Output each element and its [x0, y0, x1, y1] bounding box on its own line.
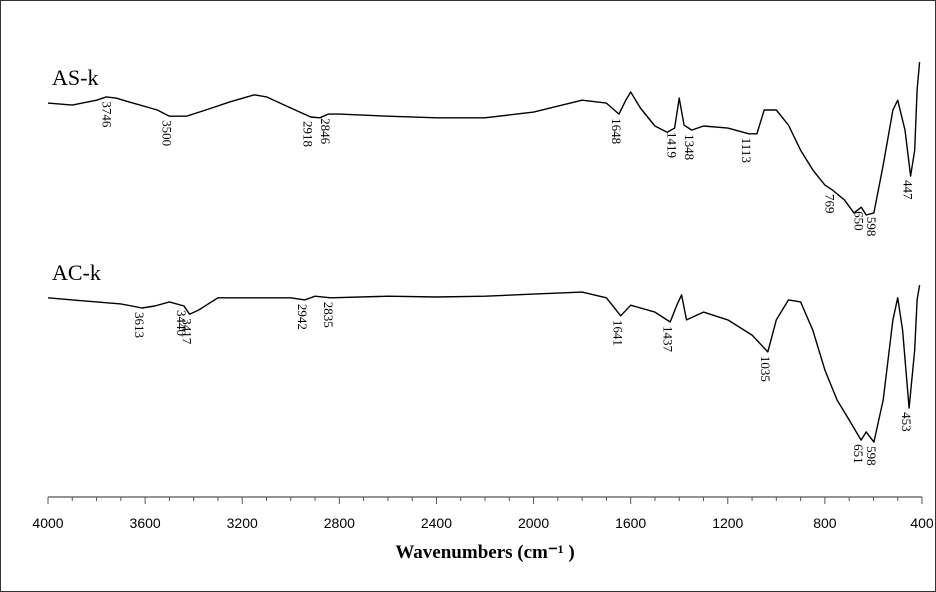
peak-label: 1641 — [611, 320, 626, 346]
spectrum-line — [47, 284, 921, 443]
peak-label: 651 — [851, 444, 866, 464]
peak-label: 769 — [822, 194, 837, 214]
peak-label: 598 — [864, 217, 879, 237]
peak-label: 1113 — [739, 138, 754, 163]
peak-label: 650 — [851, 211, 866, 231]
x-tick-label: 2400 — [421, 515, 452, 531]
x-tick-label: 800 — [813, 515, 837, 531]
peak-label: 3417 — [180, 318, 195, 345]
series-label: AS-k — [52, 65, 98, 90]
peak-label: 2918 — [301, 121, 316, 147]
x-tick-label: 1600 — [615, 515, 646, 531]
peak-label: 2846 — [318, 118, 333, 144]
series-label: AC-k — [52, 260, 101, 285]
x-tick-label: 2800 — [324, 515, 355, 531]
x-tick-label: 3600 — [130, 515, 161, 531]
peak-label: 3440 — [174, 310, 189, 336]
peak-label: 1348 — [682, 134, 697, 160]
peak-label: 2942 — [295, 304, 310, 330]
peak-label: 1648 — [609, 118, 624, 144]
x-tick-label: 1200 — [712, 515, 743, 531]
peak-label: 1035 — [758, 356, 773, 382]
peak-label: 3746 — [100, 101, 115, 128]
x-axis-label: Wavenumbers (cm⁻¹ ) — [395, 542, 574, 563]
peak-label: 598 — [864, 446, 879, 466]
peak-label: 1437 — [660, 326, 675, 353]
spectrum-line — [47, 62, 921, 216]
peak-label: 447 — [901, 180, 916, 200]
x-tick-label: 400 — [910, 515, 934, 531]
x-tick-label: 3200 — [227, 515, 258, 531]
peak-label: 453 — [899, 412, 914, 432]
x-tick-label: 2000 — [518, 515, 549, 531]
peak-label: 3613 — [132, 312, 147, 338]
x-tick-label: 4000 — [32, 515, 63, 531]
peak-label: 3500 — [159, 120, 174, 146]
peak-label: 2835 — [321, 302, 336, 328]
peak-label: 1419 — [665, 132, 680, 158]
